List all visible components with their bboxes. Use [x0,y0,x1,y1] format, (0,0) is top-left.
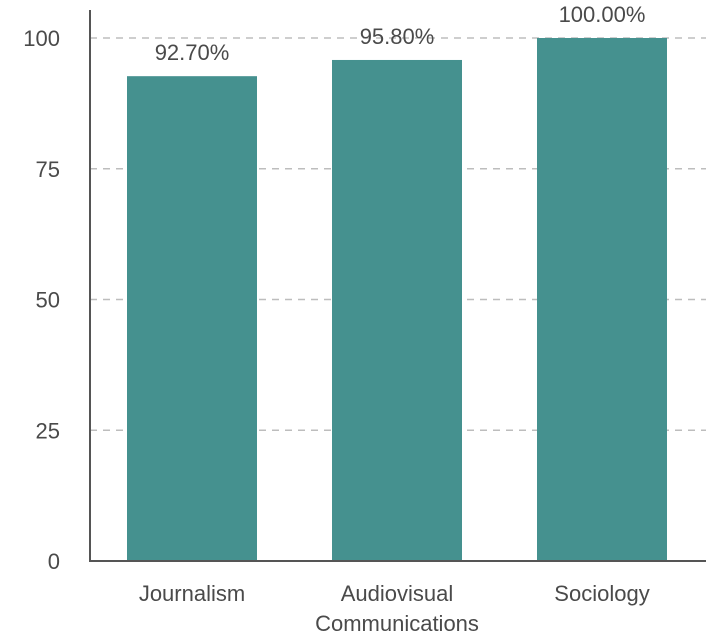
x-tick-label-line: Sociology [554,581,649,606]
bar-1 [332,59,462,561]
x-tick-label-line: Communications [315,611,479,636]
y-tick-label: 50 [36,288,60,313]
bar-2 [537,38,667,561]
data-label-1: 95.80% [360,24,435,49]
x-tick-label-0: Journalism [139,581,245,606]
data-labels: 92.70% 95.80% 100.00% [155,2,646,65]
x-axis-labels: Journalism Audiovisual Communications Socio… [139,581,650,636]
bars [127,38,667,561]
y-tick-label: 75 [36,157,60,182]
data-label-0: 92.70% [155,40,230,65]
y-tick-label: 25 [36,418,60,443]
y-tick-label: 0 [48,549,60,574]
x-tick-label-2: Sociology [554,581,649,606]
bar-0 [127,76,257,561]
y-axis-ticks: 0 25 50 75 100 [23,26,60,574]
y-tick-label: 100 [23,26,60,51]
x-tick-label-line: Audiovisual [341,581,454,606]
data-label-2: 100.00% [559,2,646,27]
x-tick-label-1: Audiovisual Communications [315,581,479,636]
x-tick-label-line: Journalism [139,581,245,606]
